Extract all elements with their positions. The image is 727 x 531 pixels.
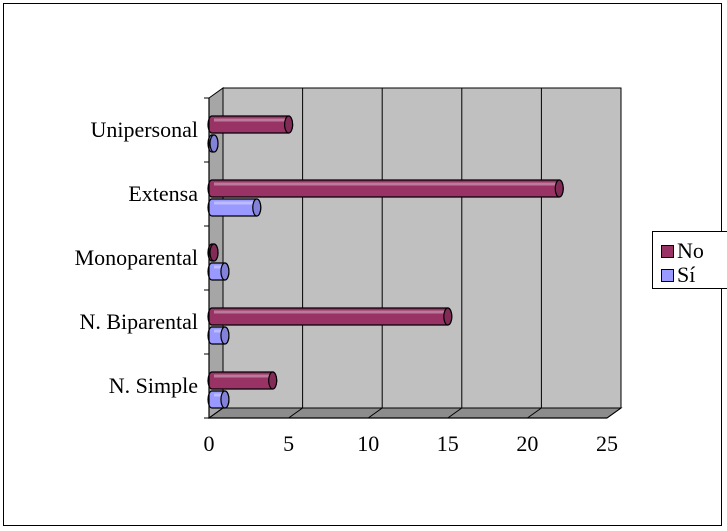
bar-end-cap [220,390,230,409]
bar [207,179,564,198]
bar [207,390,230,409]
category-label: Unipersonal [90,117,198,142]
bar [207,243,219,262]
bar-end-cap [268,371,278,390]
bar-end-cap [284,115,294,134]
x-tick-label: 20 [516,431,538,456]
floor-gridline [208,407,224,419]
legend: No Sí [652,231,727,289]
legend-swatch-si [661,268,674,282]
category-label: N. Biparental [79,309,198,334]
bar [207,115,294,134]
bar-end-cap [220,326,230,345]
bar-end-cap [252,198,262,217]
x-tick-label: 5 [283,431,294,456]
bar-end-cap [554,179,564,198]
bar [207,134,219,153]
floor-gridline [606,407,622,419]
category-label: Monoparental [75,245,198,270]
legend-label-no: No [677,238,704,263]
legend-swatch-no [661,244,674,258]
floor-gridline [527,407,542,419]
bar-end-cap [443,307,453,326]
x-tick-label: 10 [357,431,379,456]
floor-gridline [447,407,463,419]
x-tick-label: 15 [437,431,459,456]
bar [207,198,262,217]
bar-end-cap [209,243,219,262]
category-label: N. Simple [109,373,198,398]
bar-end-cap [220,262,230,281]
plot-back-wall [222,87,622,409]
bar [207,326,230,345]
bar [207,371,278,390]
bar [207,262,230,281]
legend-item-no: No [661,240,704,262]
bar [207,307,453,326]
x-tick-label: 25 [596,431,618,456]
floor-gridline [288,407,303,419]
plot-floor [207,407,623,419]
legend-item-si: Sí [661,264,695,286]
bar-end-cap [209,134,219,153]
floor-gridline [367,407,383,419]
category-label: Extensa [128,181,198,206]
legend-label-si: Sí [677,262,696,287]
x-tick-label: 0 [204,431,215,456]
